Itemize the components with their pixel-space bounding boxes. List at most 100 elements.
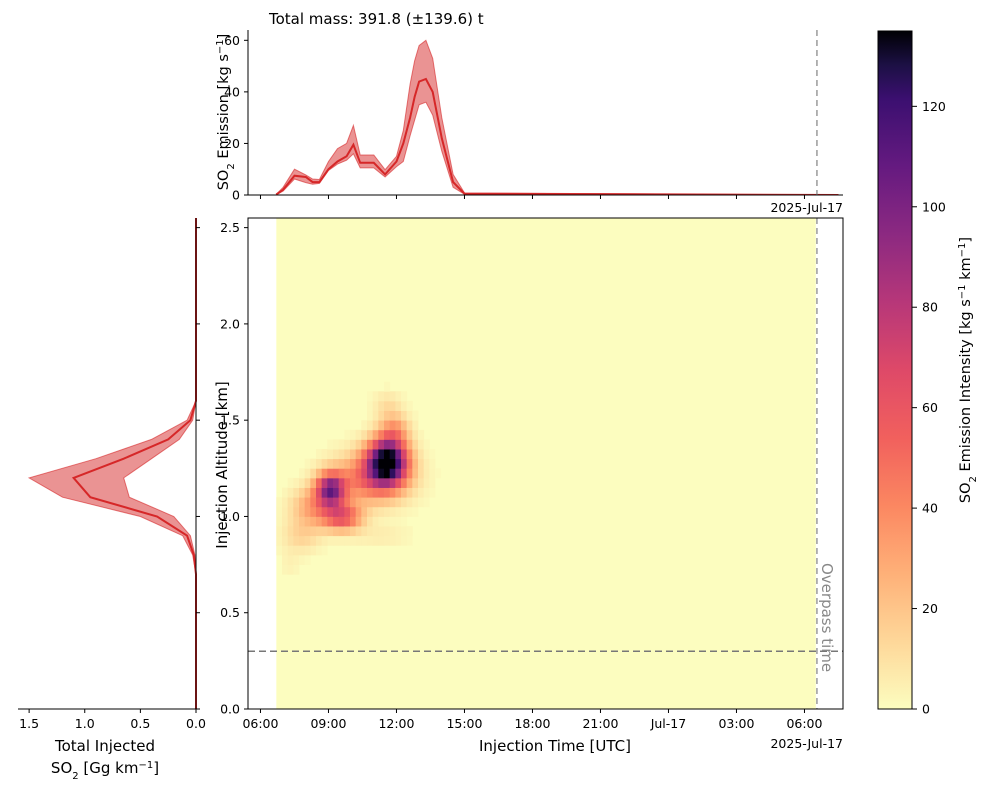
main-x-tick-label: 18:00	[514, 716, 550, 731]
heatmap-cell	[389, 449, 396, 460]
heatmap-cell	[361, 526, 368, 537]
main-y-tick-label: 0.0	[220, 702, 240, 717]
heatmap-cell	[418, 497, 425, 508]
heatmap-cell	[395, 410, 402, 421]
heatmap-cell	[282, 545, 289, 556]
heatmap-cell	[327, 535, 334, 546]
heatmap-cell	[316, 516, 323, 527]
heatmap-cell	[384, 410, 391, 421]
heatmap-cell	[350, 526, 357, 537]
heatmap-cell	[367, 400, 374, 411]
heatmap-cell	[406, 420, 413, 431]
heatmap-cell	[378, 535, 385, 546]
heatmap-cell	[435, 468, 442, 479]
heatmap-cell	[299, 554, 306, 565]
left-median-line	[71, 218, 197, 709]
heatmap-cell	[389, 468, 396, 479]
heatmap-cells	[276, 218, 816, 709]
heatmap-cell	[338, 458, 345, 469]
heatmap-cell	[299, 545, 306, 556]
heatmap-cell	[293, 477, 300, 488]
main-x-tick-label: Jul-17	[650, 716, 687, 731]
heatmap-cell	[338, 497, 345, 508]
top-median-line	[275, 77, 839, 195]
heatmap-cell	[384, 391, 391, 402]
heatmap-cell	[350, 439, 357, 450]
heatmap-cell	[372, 449, 379, 460]
heatmap-cell	[338, 487, 345, 498]
heatmap-cell	[389, 526, 396, 537]
heatmap-cell	[395, 429, 402, 440]
left-x-tick-label: 1.0	[75, 716, 95, 731]
heatmap-cell	[338, 506, 345, 517]
heatmap-cell	[406, 439, 413, 450]
heatmap-cell	[401, 429, 408, 440]
heatmap-cell	[372, 516, 379, 527]
main-x-tick-label: 21:00	[582, 716, 618, 731]
heatmap-cell	[418, 468, 425, 479]
top-y-tick-label: 40	[224, 84, 240, 99]
heatmap-cell	[344, 477, 351, 488]
heatmap-cell	[333, 468, 340, 479]
heatmap-cell	[384, 420, 391, 431]
heatmap-cell	[418, 458, 425, 469]
heatmap-cell	[378, 487, 385, 498]
heatmap-cell	[384, 477, 391, 488]
heatmap-cell	[395, 506, 402, 517]
heatmap-cell	[395, 487, 402, 498]
heatmap-cell	[423, 439, 430, 450]
heatmap-cell	[321, 468, 328, 479]
heatmap-cell	[412, 439, 419, 450]
heatmap-cell	[293, 545, 300, 556]
heatmap-cell	[367, 439, 374, 450]
heatmap-cell	[384, 381, 391, 392]
heatmap-cell	[310, 487, 317, 498]
heatmap-cell	[418, 439, 425, 450]
heatmap-cell	[423, 477, 430, 488]
heatmap-cell	[276, 516, 283, 527]
heatmap-cell	[293, 506, 300, 517]
left-y-ticks	[196, 227, 200, 710]
left-xlabel-line2: SO2 [Gg km−1]	[51, 759, 159, 782]
heatmap-cell	[372, 468, 379, 479]
heatmap-cell	[361, 506, 368, 517]
left-x-tick-label: 0.5	[130, 716, 150, 731]
heatmap-cell	[367, 526, 374, 537]
colorbar-tick-label: 0	[922, 702, 930, 717]
heatmap-cell	[344, 516, 351, 527]
heatmap-cell	[299, 526, 306, 537]
heatmap-cell	[327, 516, 334, 527]
heatmap-cell	[389, 487, 396, 498]
heatmap-cell	[401, 535, 408, 546]
heatmap-cell	[333, 477, 340, 488]
heatmap-cell	[316, 458, 323, 469]
heatmap-cell	[406, 429, 413, 440]
heatmap-cell	[401, 420, 408, 431]
colorbar-tick-label: 100	[922, 199, 946, 214]
heatmap-cell	[321, 506, 328, 517]
main-y-tick-label: 0.5	[220, 605, 240, 620]
heatmap-cell	[395, 477, 402, 488]
heatmap-cell	[389, 400, 396, 411]
heatmap-cell	[321, 449, 328, 460]
heatmap-cell	[304, 477, 311, 488]
left-x-tick-label: 0.0	[186, 716, 206, 731]
heatmap-cell	[344, 526, 351, 537]
heatmap-cell	[350, 487, 357, 498]
heatmap-cell	[338, 449, 345, 460]
heatmap-cell	[293, 497, 300, 508]
heatmap-cell	[401, 400, 408, 411]
heatmap-cell	[378, 458, 385, 469]
heatmap-cell	[395, 535, 402, 546]
heatmap-cell	[401, 526, 408, 537]
heatmap-cell	[282, 564, 289, 575]
heatmap-cell	[350, 497, 357, 508]
heatmap-cell	[350, 506, 357, 517]
heatmap-cell	[287, 477, 294, 488]
heatmap-cell	[333, 497, 340, 508]
heatmap-cell	[401, 391, 408, 402]
heatmap-cell	[384, 526, 391, 537]
heatmap-cell	[299, 477, 306, 488]
heatmap-cell	[372, 458, 379, 469]
heatmap-cell	[282, 506, 289, 517]
